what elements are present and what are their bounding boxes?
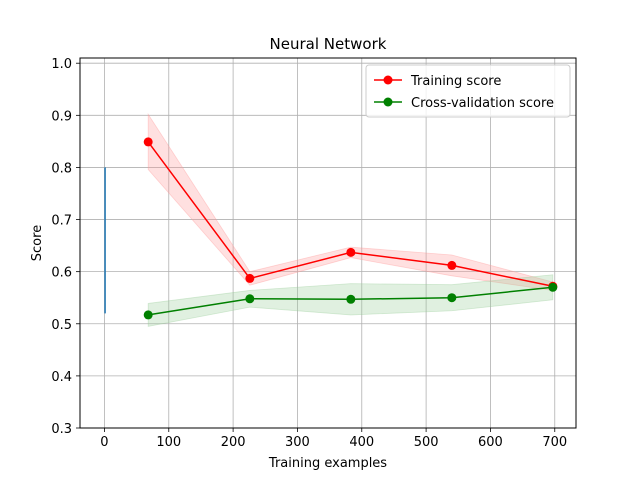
data-point — [143, 310, 153, 320]
data-point — [245, 294, 255, 304]
legend-marker — [383, 75, 393, 85]
y-tick-label: 0.7 — [51, 214, 72, 229]
y-tick-label: 0.9 — [51, 109, 72, 124]
x-tick-label: 700 — [542, 435, 567, 450]
legend-label: Training score — [410, 74, 501, 89]
y-axis-ticks: 0.3 0.4 0.5 0.6 0.7 0.8 0.9 1.0 — [51, 57, 80, 437]
plot-area — [80, 58, 576, 428]
x-tick-label: 0 — [100, 435, 108, 450]
y-tick-label: 1.0 — [51, 57, 72, 72]
axes-border — [79, 57, 577, 429]
legend-marker — [383, 97, 393, 107]
chart-title: Neural Network — [270, 35, 387, 53]
x-tick-label: 200 — [221, 435, 246, 450]
y-tick-label: 0.4 — [51, 370, 72, 385]
score-points — [143, 137, 558, 320]
data-point — [346, 247, 356, 257]
data-point — [447, 293, 457, 303]
grid — [80, 58, 576, 429]
x-tick-label: 400 — [349, 435, 374, 450]
y-tick-label: 0.3 — [51, 422, 72, 437]
legend-label: Cross-validation score — [411, 96, 554, 111]
data-point — [346, 294, 356, 304]
data-point — [245, 273, 255, 283]
legend-box — [365, 64, 571, 118]
y-axis-label: Score — [30, 225, 45, 261]
axes-frame — [79, 57, 577, 429]
legend: Training score Cross-validation score — [365, 64, 571, 118]
data-point — [143, 137, 153, 147]
x-tick-label: 500 — [414, 435, 439, 450]
x-axis-ticks: 0 100 200 300 400 500 600 700 — [100, 428, 567, 450]
y-tick-label: 0.6 — [51, 266, 72, 281]
data-point — [447, 260, 457, 270]
y-tick-label: 0.5 — [51, 318, 72, 333]
x-tick-label: 100 — [156, 435, 181, 450]
x-tick-label: 300 — [285, 435, 310, 450]
y-tick-label: 0.8 — [51, 161, 72, 176]
x-axis-label: Training examples — [268, 456, 387, 471]
x-tick-label: 600 — [478, 435, 503, 450]
plot-background — [80, 58, 576, 428]
data-point — [548, 282, 558, 292]
